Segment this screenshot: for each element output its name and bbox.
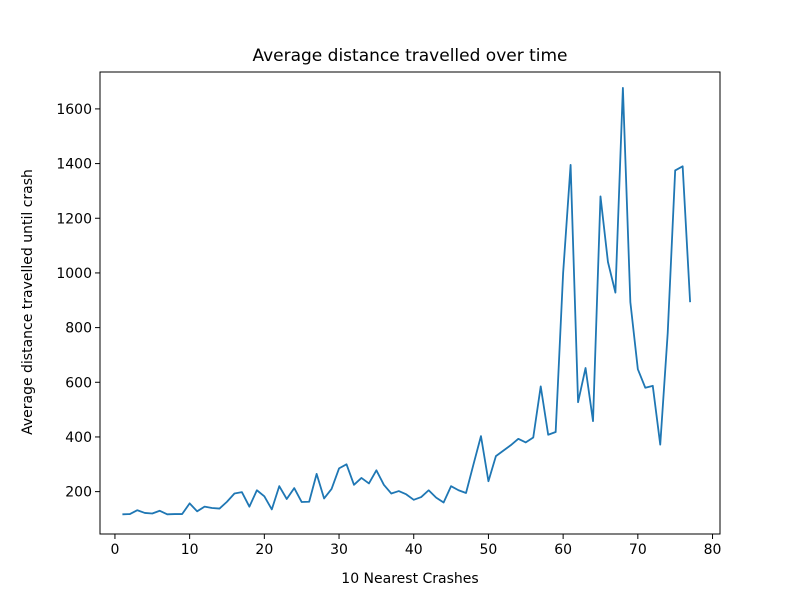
x-tick-label: 70 bbox=[629, 542, 647, 558]
x-tick-label: 0 bbox=[110, 542, 119, 558]
y-tick-label: 1600 bbox=[56, 102, 92, 118]
x-tick-label: 80 bbox=[704, 542, 722, 558]
y-tick-label: 1400 bbox=[56, 157, 92, 173]
x-axis-label: 10 Nearest Crashes bbox=[341, 571, 478, 587]
x-tick-label: 40 bbox=[405, 542, 423, 558]
y-tick-label: 600 bbox=[65, 375, 92, 391]
plot-area: 0 10 20 30 40 50 60 70 80 200 400 600 800 1000 1200 140… bbox=[56, 71, 722, 558]
series-line-0 bbox=[122, 86, 692, 516]
x-tick-label: 60 bbox=[554, 542, 572, 558]
y-tick-label: 200 bbox=[65, 485, 92, 501]
y-tick-label: 1000 bbox=[56, 266, 92, 282]
y-tick-label: 800 bbox=[65, 321, 92, 337]
y-axis-label: Average distance travelled until crash bbox=[20, 169, 36, 435]
y-tick-label: 400 bbox=[65, 430, 92, 446]
axes-frame bbox=[99, 71, 721, 535]
x-tick-label: 30 bbox=[330, 542, 348, 558]
x-tick-label: 20 bbox=[255, 542, 273, 558]
y-tick-label: 1200 bbox=[56, 211, 92, 227]
chart-title: Average distance travelled over time bbox=[252, 46, 567, 66]
x-tick-label: 50 bbox=[480, 542, 498, 558]
x-tick-label: 10 bbox=[181, 542, 199, 558]
